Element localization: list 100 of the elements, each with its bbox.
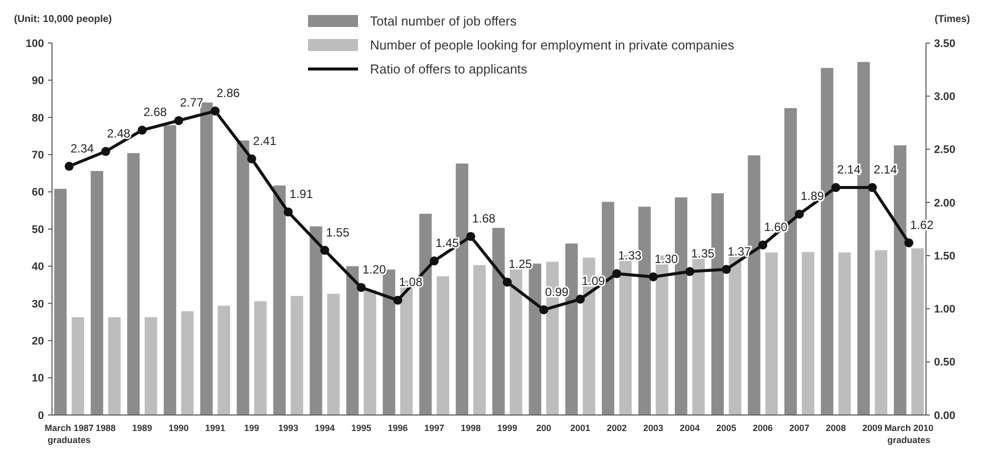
x-tick-label: 1998 [460,423,481,433]
data-label: 1.91 [290,186,314,201]
legend-label: Total number of job offers [370,14,517,29]
bar [181,311,194,415]
data-label: 2.41 [253,134,277,148]
point [466,232,476,241]
bar [473,265,486,415]
point [101,146,110,156]
x-tick-label: 2002 [606,423,627,433]
x-tick-label: March 2010 graduates [884,423,934,445]
x-tick-label: 2009 [862,423,882,433]
point [502,278,512,287]
bar [218,306,230,415]
x-tick-label: 1997 [424,423,444,433]
data-label: 1.45 [436,236,460,250]
data-label: 2.48 [106,126,131,140]
x-tick-label: 1988 [96,423,116,433]
x-tick-label: 2007 [789,423,810,433]
bar [364,290,376,415]
y-tick-label: 0 [38,410,44,422]
bar [346,266,359,415]
bar [874,250,888,415]
data-label: 1.20 [362,262,386,276]
point [138,126,147,135]
data-label: 1.89 [800,189,824,204]
point [831,183,840,192]
point [685,267,694,276]
data-label: 1.68 [472,211,496,226]
bar [164,125,176,415]
y2-tick-label: 3.00 [934,90,956,103]
point [356,282,366,292]
data-label: 2.14 [837,162,861,177]
y-tick-label: 70 [32,149,44,162]
y-tick-label: 80 [32,112,44,124]
data-label: 1.33 [618,248,642,263]
x-tick-label: 1995 [351,423,372,433]
x-tick-label: 2003 [643,423,664,433]
y-tick-label: 30 [32,298,44,310]
x-tick-label: March 1987 graduates [44,423,94,445]
data-label: 1.55 [326,225,350,240]
x-tick-label: 2006 [752,423,773,433]
point [904,238,914,248]
point [64,162,74,171]
data-label: 2.34 [70,141,94,156]
point [539,305,548,314]
bar [436,276,450,415]
data-label: 1.30 [654,252,678,266]
data-label: 1.25 [508,257,532,272]
data-label: 2.77 [180,96,204,110]
bar [90,170,104,415]
data-label: 0.99 [545,284,569,299]
bar [54,188,67,415]
bar [236,140,250,415]
y2-tick-label: 2.50 [934,144,956,156]
y-tick-label: 10 [32,372,44,385]
data-label: 2.86 [216,86,240,100]
point [648,272,658,282]
x-tick-label: 1993 [278,423,298,433]
bar [911,248,924,415]
y-tick-label: 90 [32,75,44,88]
y-tick-label: 100 [26,38,44,50]
bar [108,317,121,415]
bar [765,252,778,415]
x-tick-label: 2004 [680,423,700,433]
x-tick-label: 1989 [132,423,152,433]
data-label: 2.14 [874,162,898,177]
bar [838,252,851,415]
x-tick-label: 2001 [570,423,590,433]
point [284,207,293,216]
point [210,106,220,116]
y-tick-label: 60 [32,186,44,199]
bar [290,296,304,415]
y2-tick-label: 1.00 [934,304,956,316]
x-tick-label: 199 [244,423,260,433]
point [393,296,402,305]
x-tick-label: 1996 [388,423,408,433]
bar [327,294,340,415]
bar [802,252,814,415]
y-axis-title: (Unit: 10,000 people) [14,14,112,25]
y2-tick-label: 0.00 [934,410,956,422]
bar [72,317,84,415]
point [722,264,731,274]
y-tick-label: 50 [32,224,44,236]
y2-tick-label: 3.50 [934,38,956,50]
point [576,294,585,304]
y2-tick-label: 1.50 [934,250,956,262]
y2-tick-label: 2.00 [934,197,956,210]
y2-tick-label: 0.50 [934,356,956,369]
data-label: 1.09 [582,274,606,288]
point [612,269,622,278]
legend-label: Ratio of offers to applicants [370,62,528,77]
data-label: 1.37 [728,244,752,258]
bar [310,226,322,415]
x-tick-label: 1991 [205,423,226,433]
y-tick-label: 20 [32,335,44,348]
bar [492,228,505,415]
bar [127,153,140,415]
point [758,240,768,250]
data-label: 1.35 [691,246,715,261]
x-tick-label: 2008 [826,423,846,433]
